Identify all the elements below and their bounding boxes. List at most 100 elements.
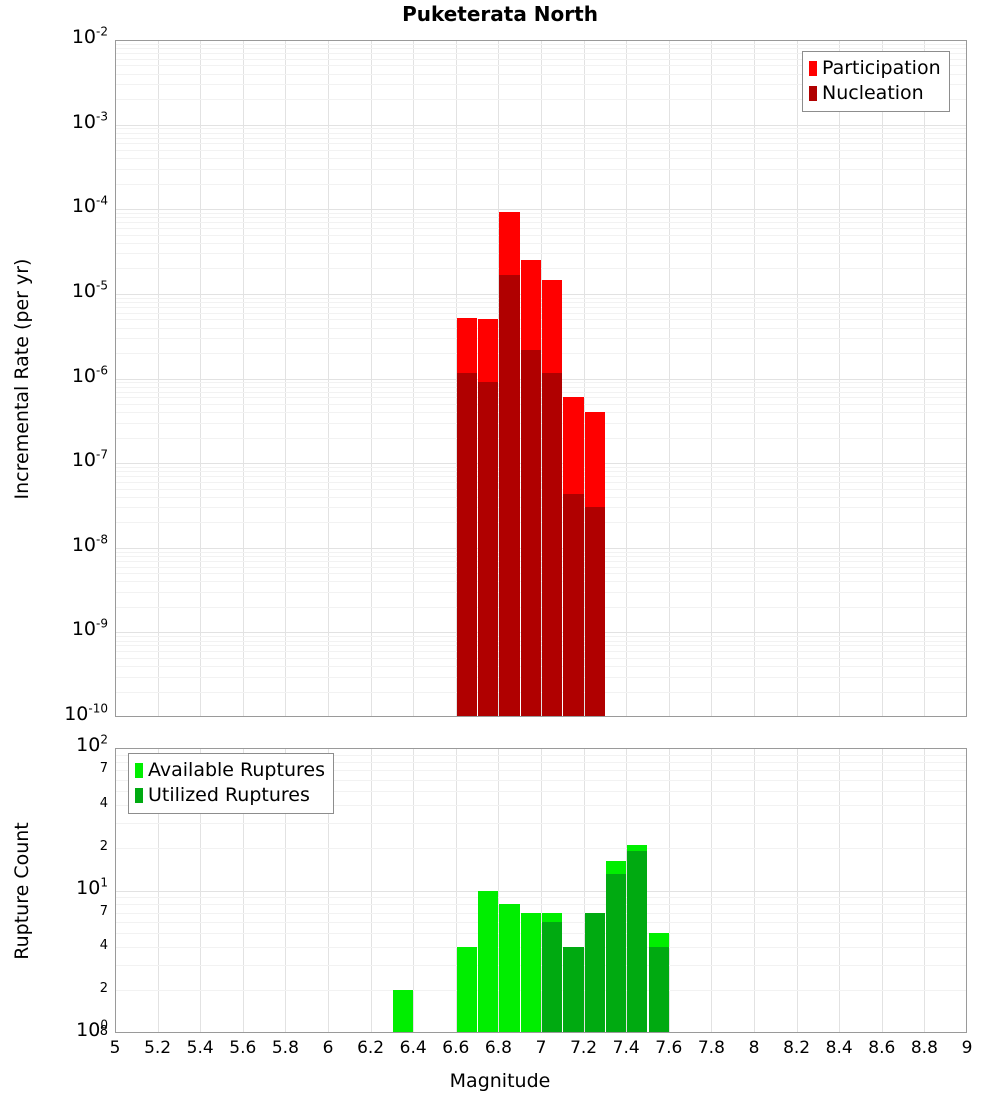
x-tick: 7.2 — [570, 1038, 598, 1058]
bar — [563, 41, 584, 716]
gridline-minor — [116, 555, 966, 557]
gridline-minor — [116, 132, 966, 134]
gridline-minor — [116, 353, 966, 355]
gridline-minor — [116, 58, 966, 60]
bar-segment-outer — [520, 912, 541, 1032]
gridline-minor — [116, 302, 966, 304]
gridline-major — [116, 293, 966, 295]
gridline-minor — [116, 412, 966, 414]
top-y-tick: 10-5 — [71, 278, 108, 302]
bar — [648, 749, 669, 1032]
x-tick: 6.2 — [357, 1038, 385, 1058]
bar-segment-inner — [648, 947, 669, 1032]
legend-swatch-icon — [135, 763, 143, 778]
top-y-tick: 10-4 — [71, 193, 108, 218]
gridline-minor — [116, 591, 966, 593]
bar-segment-inner — [584, 507, 605, 716]
gridline-minor — [116, 213, 966, 215]
gridline-minor — [116, 228, 966, 230]
x-tick: 8.8 — [910, 1038, 938, 1058]
gridline-minor — [116, 965, 966, 966]
x-tick: 5 — [109, 1038, 121, 1058]
bar-segment-inner — [584, 912, 605, 1032]
bar — [499, 41, 520, 716]
bar — [456, 749, 478, 1032]
x-tick: 9 — [961, 1038, 973, 1058]
gridline-minor — [116, 217, 966, 219]
x-tick: 5.2 — [144, 1038, 172, 1058]
gridline-minor — [116, 150, 966, 152]
gridline-minor — [116, 566, 966, 568]
bar-segment-inner — [456, 373, 478, 716]
gridline-minor — [116, 386, 966, 388]
gridline-minor — [116, 912, 966, 914]
legend-item[interactable]: Utilized Ruptures — [135, 783, 325, 808]
bar — [563, 749, 584, 1032]
x-tick: 7 — [535, 1038, 547, 1058]
gridline-minor — [116, 476, 966, 478]
x-tick: 7.6 — [655, 1038, 683, 1058]
gridline-minor — [116, 128, 966, 130]
bar-segment-inner — [563, 947, 584, 1032]
x-tick: 8.6 — [868, 1038, 896, 1058]
gridline-minor — [116, 43, 966, 45]
gridline-minor — [116, 847, 966, 849]
bar-segment-inner — [520, 349, 541, 716]
gridline-minor — [116, 676, 966, 678]
bar — [520, 749, 541, 1032]
gridline-minor — [116, 65, 966, 67]
x-tick: 5.4 — [186, 1038, 214, 1058]
bar — [542, 749, 563, 1032]
legend-label: Participation — [822, 57, 941, 79]
gridline-major — [116, 124, 966, 126]
legend-swatch-icon — [809, 86, 817, 101]
incremental-rate-plot — [115, 40, 967, 717]
gridline-minor — [116, 137, 966, 139]
gridline-minor — [116, 933, 966, 935]
gridline-minor — [116, 391, 966, 393]
top-y-tick: 10-10 — [64, 701, 108, 725]
gridline-minor — [116, 312, 966, 314]
gridline-major — [116, 209, 966, 211]
legend-item[interactable]: Participation — [809, 56, 941, 81]
gridline-minor — [116, 222, 966, 224]
gridline-minor — [116, 481, 966, 483]
bottom-y-tick-minor: 4 — [99, 795, 108, 811]
bottom-y-tick-minor: 7 — [99, 903, 108, 919]
gridline-minor — [116, 636, 966, 638]
gridline-minor — [116, 437, 966, 439]
bottom-y-tick-minor: 2 — [99, 981, 108, 997]
gridline-minor — [116, 666, 966, 668]
gridline-minor — [116, 897, 966, 899]
gridline-minor — [116, 507, 966, 509]
top-y-tick: 10-8 — [71, 532, 108, 556]
bottom-y-tick: 100 — [76, 1017, 108, 1041]
x-tick: 7.8 — [697, 1038, 725, 1058]
gridline-major — [116, 547, 966, 549]
gridline-major — [116, 378, 966, 380]
gridline-minor — [116, 268, 966, 270]
bar — [392, 749, 414, 1032]
bar-segment-inner — [478, 382, 499, 716]
bar — [605, 749, 627, 1032]
legend-item[interactable]: Available Ruptures — [135, 758, 325, 783]
gridline-minor — [116, 904, 966, 906]
gridline-minor — [116, 990, 966, 992]
x-tick: 8.2 — [783, 1038, 811, 1058]
top-legend: Participation Nucleation — [802, 51, 950, 112]
x-tick: 6 — [322, 1038, 334, 1058]
gridline-minor — [116, 779, 966, 781]
top-y-tick: 10-3 — [71, 109, 108, 133]
gridline-minor — [116, 551, 966, 553]
gridline-minor — [116, 306, 966, 308]
gridline-major — [116, 890, 966, 892]
bar — [584, 749, 605, 1032]
legend-item[interactable]: Nucleation — [809, 81, 941, 106]
gridline-minor — [116, 640, 966, 642]
gridline-minor — [116, 790, 966, 792]
gridline-minor — [116, 422, 966, 424]
gridline-minor — [116, 158, 966, 160]
gridline-minor — [116, 754, 966, 756]
legend-label: Nucleation — [822, 82, 924, 104]
